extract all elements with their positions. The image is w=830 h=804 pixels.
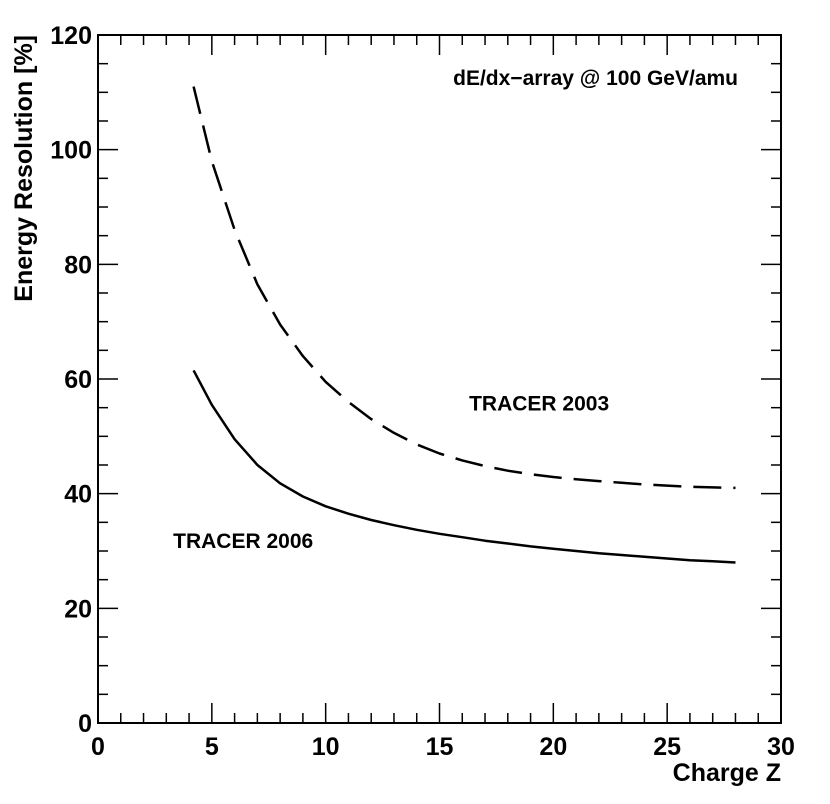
series-group bbox=[192, 86, 736, 564]
x-tick-label: 0 bbox=[91, 733, 105, 761]
x-tick-label: 10 bbox=[312, 733, 340, 761]
annotation-tracer-2006: TRACER 2006 bbox=[173, 530, 313, 553]
y-tick-label: 120 bbox=[50, 22, 92, 50]
y-tick-label: 60 bbox=[64, 366, 92, 394]
y-tick-label: 40 bbox=[64, 481, 92, 509]
plot-frame bbox=[97, 34, 782, 724]
series-tracer-2006 bbox=[192, 369, 736, 564]
y-tick-label: 100 bbox=[50, 137, 92, 165]
y-axis-label: Energy Resolution [%] bbox=[10, 35, 38, 302]
axis-ticks bbox=[97, 34, 782, 724]
x-tick-label: 15 bbox=[426, 733, 454, 761]
annotation-tracer-2003: TRACER 2003 bbox=[469, 393, 609, 416]
chart-title: dE/dx−array @ 100 GeV/amu bbox=[453, 67, 738, 90]
y-tick-label: 80 bbox=[64, 251, 92, 279]
series-tracer-2003 bbox=[192, 86, 736, 490]
x-tick-label: 20 bbox=[539, 733, 567, 761]
x-tick-label: 25 bbox=[653, 733, 681, 761]
x-tick-label: 30 bbox=[767, 733, 795, 761]
x-tick-label: 5 bbox=[205, 733, 219, 761]
y-tick-label: 20 bbox=[64, 595, 92, 623]
tick-labels: 0 5 10 15 20 25 30 0 20 40 60 80 100 120 bbox=[50, 22, 795, 761]
annotations: TRACER 2003 TRACER 2006 bbox=[173, 393, 609, 554]
x-axis-label: Charge Z bbox=[673, 759, 781, 787]
y-tick-label: 0 bbox=[78, 710, 92, 738]
